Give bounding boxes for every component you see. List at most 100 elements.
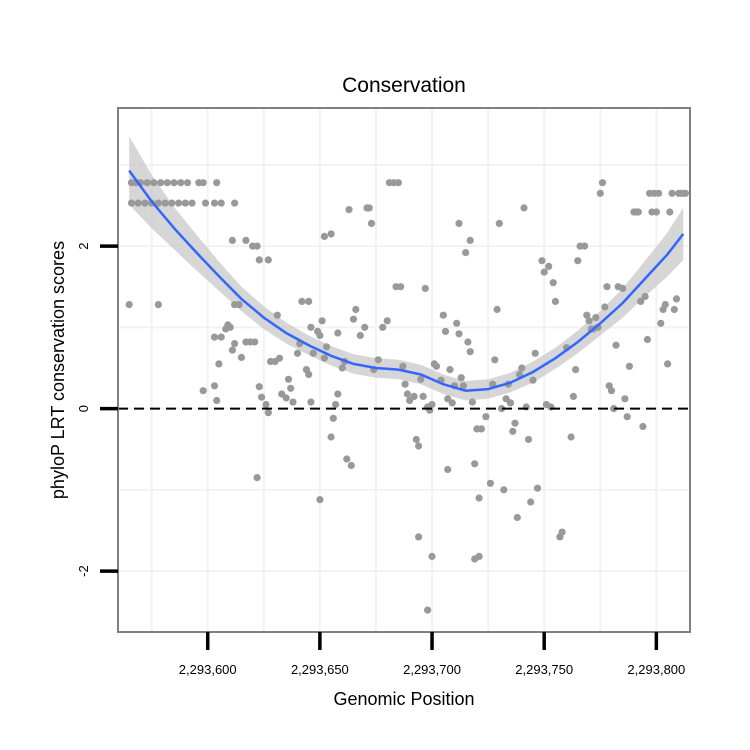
data-point [538, 257, 546, 265]
data-point [498, 405, 506, 413]
data-point [511, 419, 519, 427]
data-point [264, 409, 272, 417]
data-point [307, 323, 315, 331]
data-point [183, 179, 192, 187]
data-point [428, 400, 436, 409]
data-point [150, 179, 158, 187]
data-point [379, 323, 387, 331]
data-point [210, 199, 219, 207]
data-point [320, 354, 328, 362]
data-point [253, 474, 261, 482]
data-point [275, 354, 284, 362]
data-point [621, 395, 629, 403]
data-point [462, 249, 470, 257]
data-point [399, 362, 407, 370]
data-point [264, 256, 272, 264]
data-point [581, 242, 589, 250]
data-point [334, 329, 342, 337]
data-point [394, 179, 402, 187]
x-tick-label: 2,293,800 [627, 662, 685, 677]
data-point [661, 301, 669, 309]
x-tick-label: 2,293,700 [403, 662, 461, 677]
data-point [670, 305, 678, 314]
data-point [127, 199, 136, 207]
data-point [619, 284, 627, 292]
panel-border [117, 107, 691, 633]
y-tick-label: -2 [76, 565, 91, 577]
data-point [231, 199, 239, 207]
data-point [486, 479, 494, 487]
data-point [332, 400, 340, 409]
data-point [255, 383, 263, 391]
data-point [154, 301, 162, 309]
data-point [298, 297, 306, 305]
data-point [598, 179, 607, 187]
data-point [213, 179, 221, 187]
y-axis-title: phyloP LRT conservation scores [48, 241, 68, 499]
data-point [592, 314, 600, 322]
data-point [672, 295, 681, 303]
data-point [545, 262, 553, 270]
data-point [572, 366, 580, 374]
data-point [215, 360, 223, 368]
data-point [634, 208, 643, 216]
y-tick-label: 0 [76, 405, 91, 412]
data-point [289, 398, 297, 406]
data-point [531, 349, 539, 357]
data-point [529, 376, 537, 384]
data-point [477, 425, 485, 433]
data-point [574, 257, 582, 265]
data-point [527, 498, 535, 506]
data-point [446, 366, 454, 374]
data-point [607, 387, 616, 395]
data-point [253, 242, 261, 250]
data-point [210, 382, 219, 390]
data-point [154, 199, 162, 207]
data-point [666, 208, 674, 216]
data-point [237, 353, 245, 361]
data-point [637, 297, 645, 305]
data-point [475, 552, 483, 561]
data-point [231, 340, 239, 348]
data-point [569, 392, 578, 400]
data-point [444, 465, 452, 474]
data-point [652, 208, 661, 216]
data-point [282, 394, 290, 402]
data-point [475, 494, 483, 502]
data-point [558, 528, 566, 536]
data-point [161, 199, 169, 207]
data-point [432, 362, 441, 370]
data-point [251, 338, 259, 346]
data-point [170, 179, 178, 187]
data-point [466, 236, 474, 244]
data-point [320, 232, 328, 240]
data-point [318, 317, 326, 325]
data-point [585, 317, 593, 325]
data-point [210, 333, 219, 341]
data-point [491, 356, 499, 364]
data-point [625, 362, 634, 370]
data-point [242, 338, 250, 346]
data-point [455, 219, 463, 227]
data-point [383, 317, 391, 325]
data-point [421, 284, 429, 292]
data-point [213, 396, 221, 405]
data-point [415, 533, 423, 541]
data-point [506, 399, 515, 407]
data-point [309, 349, 317, 357]
data-point [199, 179, 207, 187]
data-point [361, 323, 369, 331]
data-point [424, 606, 432, 614]
data-point [417, 375, 425, 383]
data-point [168, 199, 176, 207]
data-point [520, 204, 528, 212]
data-point [345, 206, 353, 214]
data-point [668, 189, 676, 197]
data-point [415, 442, 423, 450]
data-point [500, 486, 508, 494]
data-point [284, 375, 293, 383]
x-tick-label: 2,293,650 [291, 662, 349, 677]
data-point [228, 236, 236, 244]
data-point [163, 179, 171, 187]
